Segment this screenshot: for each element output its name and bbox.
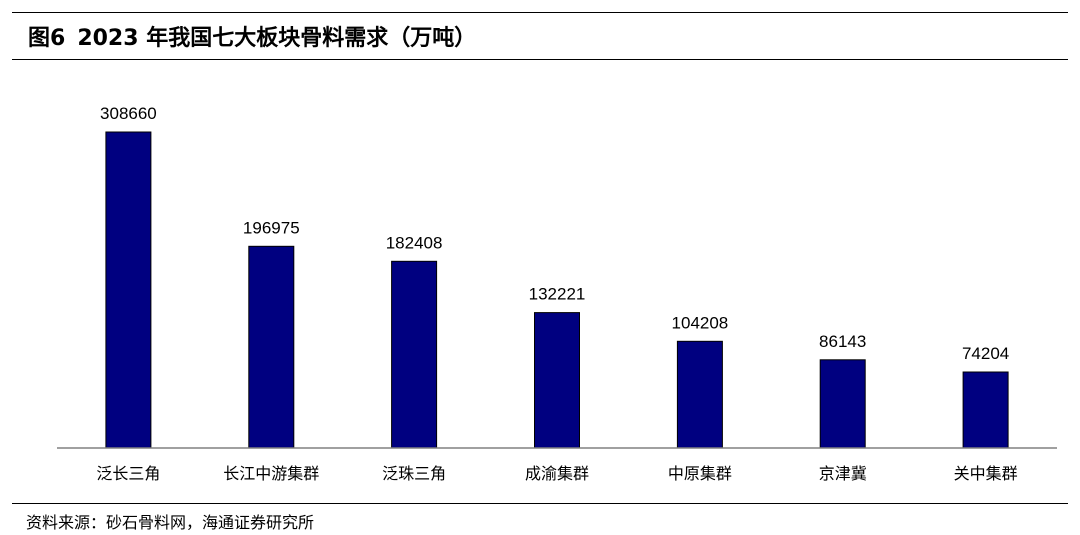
data-label-3: 182408 bbox=[386, 233, 443, 252]
bar-7 bbox=[962, 371, 1009, 449]
x-tick-label-5: 中原集群 bbox=[668, 464, 732, 483]
bar-3 bbox=[391, 260, 438, 449]
x-tick-labels: 泛长三角 长江中游集群 泛珠三角 成渝集群 中原集群 京津冀 关中集群 bbox=[96, 464, 1017, 483]
x-tick-label-1: 泛长三角 bbox=[96, 464, 160, 483]
bar-2 bbox=[248, 245, 295, 449]
x-tick-label-4: 成渝集群 bbox=[525, 464, 589, 483]
data-label-2: 196975 bbox=[243, 218, 300, 237]
data-label-5: 104208 bbox=[672, 313, 729, 332]
x-tick-label-6: 京津冀 bbox=[819, 464, 867, 483]
data-label-1: 308660 bbox=[100, 104, 157, 123]
x-tick-label-7: 关中集群 bbox=[954, 464, 1018, 483]
figure-label: 图6 bbox=[28, 26, 66, 51]
header-rule bbox=[12, 59, 1068, 60]
x-tick-label-2: 长江中游集群 bbox=[223, 464, 319, 483]
data-label-4: 132221 bbox=[529, 285, 586, 304]
footer-rule bbox=[12, 503, 1068, 504]
bar-5 bbox=[676, 340, 723, 449]
figure-title: 图6 2023 年我国七大板块骨料需求（万吨） bbox=[28, 20, 488, 52]
bar-chart: 308660 196975 182408 132221 104208 86143 74204… bbox=[57, 104, 1057, 483]
bars bbox=[105, 131, 1009, 449]
data-label-7: 74204 bbox=[962, 344, 1009, 363]
top-rule bbox=[12, 12, 1068, 13]
bar-6 bbox=[819, 359, 866, 449]
x-tick-label-3: 泛珠三角 bbox=[382, 464, 446, 483]
bar-4 bbox=[534, 312, 580, 449]
source-note: 资料来源：砂石骨料网，海通证券研究所 bbox=[26, 513, 315, 532]
data-label-6: 86143 bbox=[819, 332, 866, 351]
figure-title-text: 2023 年我国七大板块骨料需求（万吨） bbox=[77, 26, 477, 51]
data-labels: 308660 196975 182408 132221 104208 86143 74204 bbox=[100, 104, 1009, 363]
bar-1 bbox=[105, 131, 152, 449]
